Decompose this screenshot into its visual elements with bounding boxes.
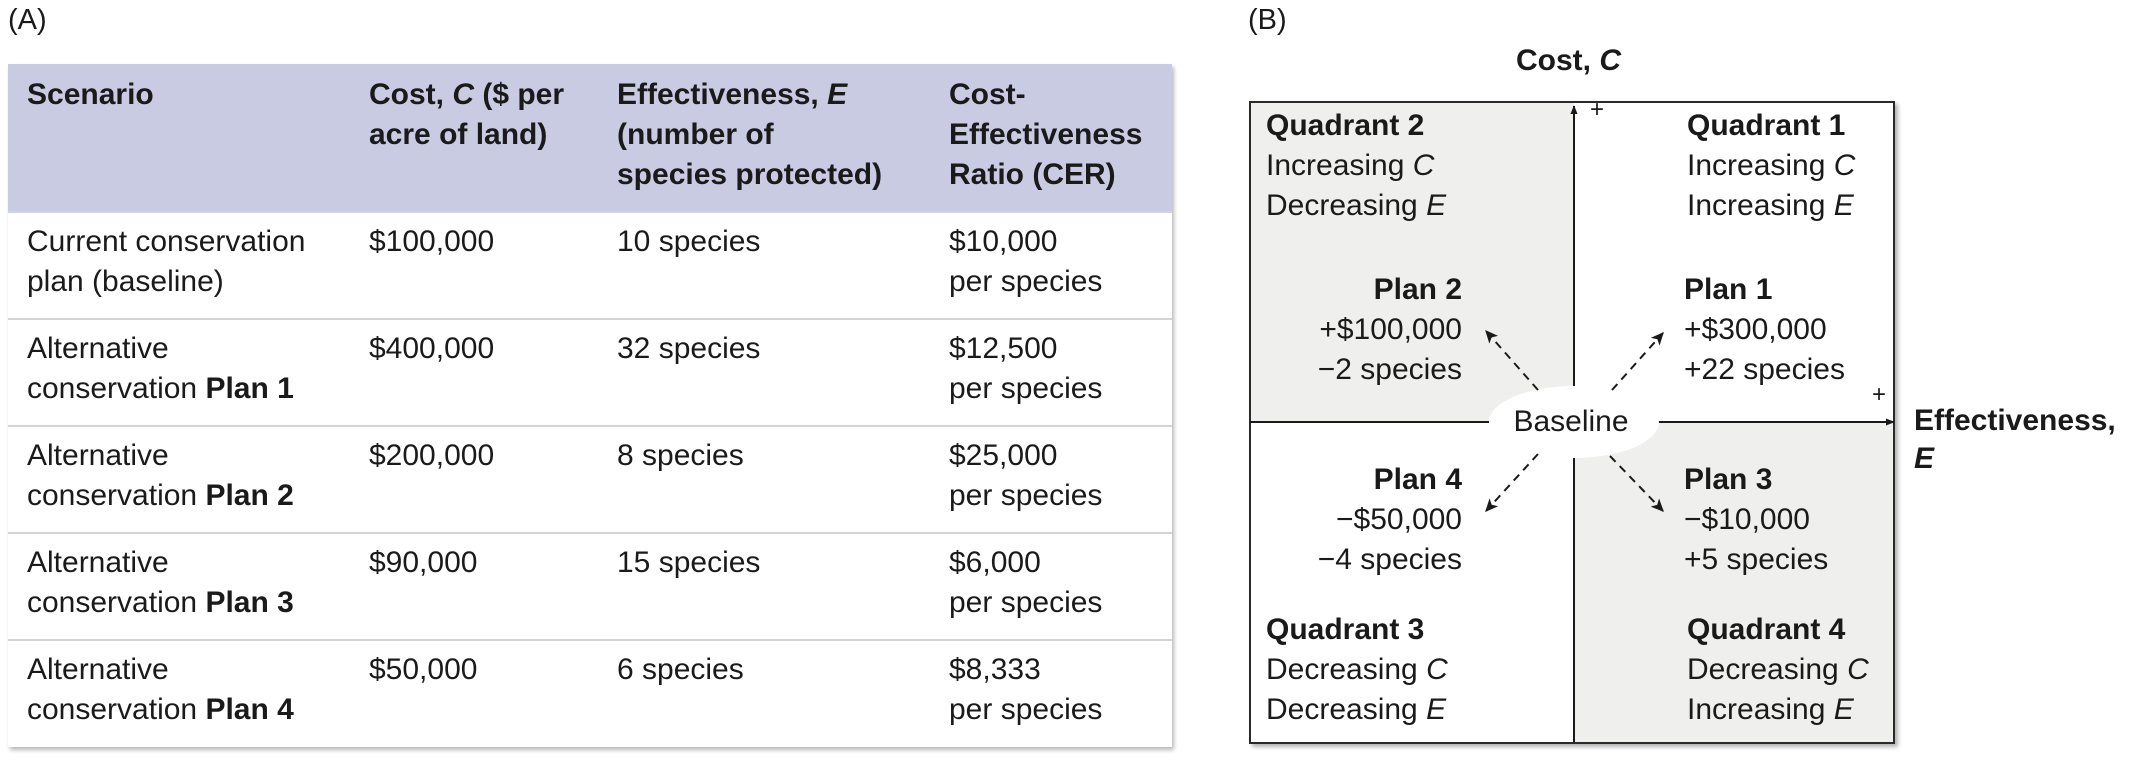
effectiveness-plus-sign: + — [1872, 381, 1887, 408]
cer-cell: $8,333 per species — [930, 639, 1172, 747]
cost-cell: $90,000 — [350, 532, 598, 640]
plan-4-label: Plan 4 −$50,000 −4 species — [1317, 463, 1462, 576]
cost-cell: $400,000 — [350, 318, 598, 426]
header-cer: Cost- Effectiveness Ratio (CER) — [930, 64, 1172, 212]
panel-a-label: (A) — [8, 4, 47, 36]
table-row: Alternative conservation Plan 4 $50,000 6… — [8, 639, 1172, 747]
table-row: Alternative conservation Plan 3 $90,000 1… — [8, 532, 1172, 640]
effectiveness-cell: 10 species — [598, 211, 930, 319]
scenario-cell: Alternative conservation Plan 1 — [8, 318, 350, 426]
quadrant-2-shading — [1251, 103, 1574, 422]
table-row: Alternative conservation Plan 1 $400,000 … — [8, 318, 1172, 426]
effectiveness-cell: 6 species — [598, 639, 930, 747]
cost-cell: $100,000 — [350, 211, 598, 319]
quadrant-4-label: Quadrant 4 Decreasing C Increasing E — [1687, 613, 1869, 726]
baseline-halo — [1489, 386, 1659, 458]
scenario-cell: Alternative conservation Plan 2 — [8, 425, 350, 533]
cer-cell: $6,000 per species — [930, 532, 1172, 640]
cost-cell: $50,000 — [350, 639, 598, 747]
panel-b-label: (B) — [1248, 4, 1287, 36]
effectiveness-axis-title: Effectiveness, E — [1914, 404, 2116, 475]
cer-cell: $25,000 per species — [930, 425, 1172, 533]
scenario-cell: Alternative conservation Plan 4 — [8, 639, 350, 747]
baseline-label: Baseline — [1513, 405, 1629, 438]
plan-3-arrow — [1609, 455, 1664, 512]
plan-3-label: Plan 3 −$10,000 +5 species — [1684, 463, 1829, 576]
scenario-cell: Current conservation plan (baseline) — [8, 211, 350, 319]
header-effectiveness: Effectiveness, E (number of species prot… — [598, 64, 930, 212]
header-scenario: Scenario — [8, 64, 350, 212]
table-row: Alternative conservation Plan 2 $200,000 … — [8, 425, 1172, 533]
quadrant-4-shading — [1574, 422, 1893, 742]
table-row: Current conservation plan (baseline) $100… — [8, 211, 1172, 319]
cer-cell: $10,000 per species — [930, 211, 1172, 319]
cost-plus-sign: + — [1590, 96, 1605, 123]
plan-2-label: Plan 2 +$100,000 −2 species — [1317, 273, 1462, 386]
cost-effectiveness-table: Scenario Cost, C ($ per acre of land) Ef… — [8, 64, 1172, 747]
header-cost: Cost, C ($ per acre of land) — [350, 64, 598, 212]
cer-cell: $12,500 per species — [930, 318, 1172, 426]
scenario-cell: Alternative conservation Plan 3 — [8, 532, 350, 640]
effectiveness-cell: 15 species — [598, 532, 930, 640]
cost-axis-title: Cost, C — [1516, 44, 1622, 77]
effectiveness-cell: 8 species — [598, 425, 930, 533]
plan-4-arrow — [1485, 453, 1539, 512]
effectiveness-cell: 32 species — [598, 318, 930, 426]
cost-cell: $200,000 — [350, 425, 598, 533]
plan-1-arrow — [1611, 332, 1664, 391]
table-header-row: Scenario Cost, C ($ per acre of land) Ef… — [8, 64, 1172, 212]
quadrant-1-label: Quadrant 1 Increasing C Increasing E — [1687, 109, 1856, 222]
plan-1-label: Plan 1 +$300,000 +22 species — [1684, 273, 1845, 386]
quadrant-3-label: Quadrant 3 Decreasing C Decreasing E — [1266, 613, 1448, 726]
quadrant-2-label: Quadrant 2 Increasing C Decreasing E — [1266, 109, 1447, 222]
plan-2-arrow — [1485, 330, 1539, 391]
